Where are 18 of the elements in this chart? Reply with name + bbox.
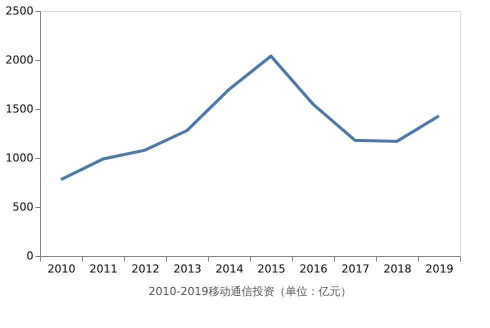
line-series xyxy=(60,54,440,182)
y-tick-label: 0 xyxy=(26,250,34,262)
x-tick-label: 2013 xyxy=(174,262,202,276)
x-tick-label: 2011 xyxy=(90,262,118,276)
x-tick-label: 2016 xyxy=(300,262,328,276)
x-tick-label: 2018 xyxy=(384,262,412,276)
y-tick-label: 500 xyxy=(12,200,34,214)
y-tick-label: 2500 xyxy=(6,4,34,18)
y-tick-label: 1000 xyxy=(6,152,34,164)
text: 2010-2019移动通信投资（单位：亿元） xyxy=(148,285,352,298)
y-tick-label: 2000 xyxy=(6,54,34,66)
x-tick-label: 2014 xyxy=(216,262,244,276)
x-tick-label: 2012 xyxy=(132,262,160,276)
x-tick-label: 2019 xyxy=(426,262,454,276)
y-tick-label: 1500 xyxy=(6,102,34,116)
x-tick-label: 2017 xyxy=(342,262,370,276)
x-tick-label: 2010 xyxy=(48,262,76,276)
x-tick-label: 2015 xyxy=(258,262,286,276)
